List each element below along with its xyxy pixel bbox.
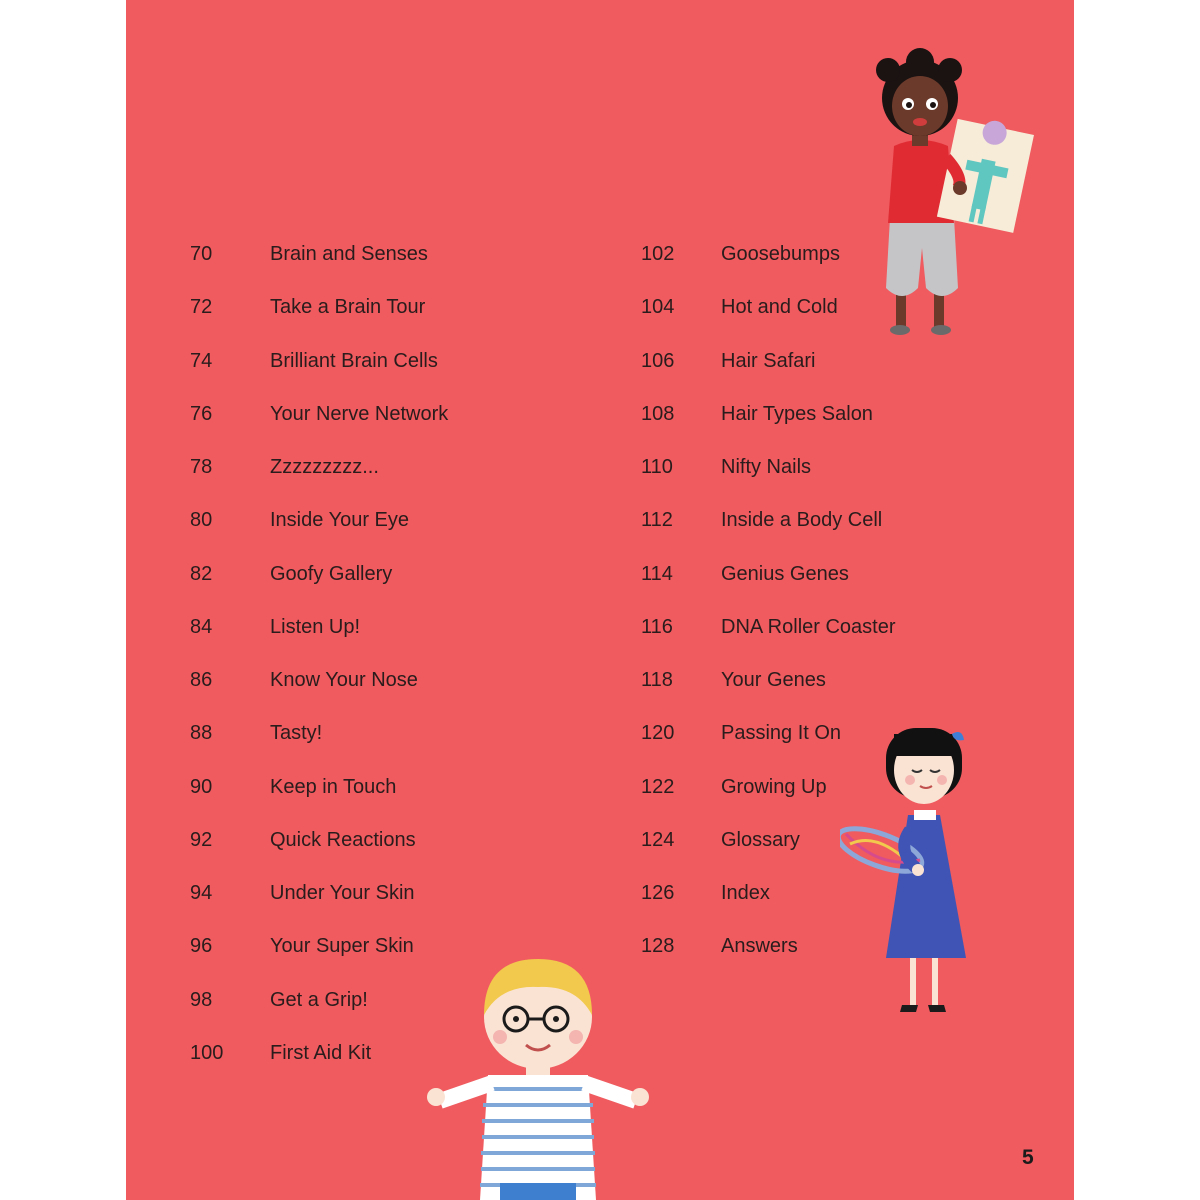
toc-page-number: 118 xyxy=(641,669,673,691)
toc-entry-title: Glossary xyxy=(721,828,800,851)
girl-holding-body-chart-illustration xyxy=(876,48,1034,335)
toc-entry: 108 Hair Types Salon xyxy=(641,398,896,451)
toc-entry-title: Know Your Nose xyxy=(270,669,418,691)
toc-entry: 110 Nifty Nails xyxy=(641,451,896,504)
toc-entry: 96 Your Super Skin xyxy=(190,930,448,983)
toc-page-number: 104 xyxy=(641,296,675,319)
toc-page-number: 106 xyxy=(641,349,675,372)
toc-entry: 84 Listen Up! xyxy=(190,611,448,664)
toc-entry-title: Hot and Cold xyxy=(721,296,838,319)
toc-page-number: 86 xyxy=(190,669,213,691)
toc-entry-title: Passing It On xyxy=(721,722,842,745)
toc-entry: 70 Brain and Senses xyxy=(190,238,448,291)
toc-entry-title: Keep in Touch xyxy=(270,775,397,798)
toc-entry-title: Genius Genes xyxy=(721,562,849,585)
toc-entry-title: Goosebumps xyxy=(721,243,840,265)
toc-entry-title: Your Super Skin xyxy=(270,935,414,958)
toc-page-number: 112 xyxy=(641,509,673,532)
toc-entry-title: Your Nerve Network xyxy=(270,402,449,425)
toc-entry-title: Quick Reactions xyxy=(270,828,416,851)
toc-entry-title: Hair Types Salon xyxy=(721,402,873,425)
toc-entry: 126 Index xyxy=(641,877,896,930)
toc-entry-title: Your Genes xyxy=(721,669,826,691)
toc-page-number: 72 xyxy=(190,296,213,319)
toc-left-column: 70 Brain and Senses 72 Take a Brain Tour 74 B… xyxy=(190,238,448,1090)
toc-entry-title: Brilliant Brain Cells xyxy=(270,349,438,372)
toc-entry-title: Zzzzzzzzz... xyxy=(270,456,379,478)
toc-entry-title: Nifty Nails xyxy=(721,456,812,478)
toc-entry: 106 Hair Safari xyxy=(641,345,896,398)
toc-entry-title: Under Your Skin xyxy=(270,882,415,904)
toc-page-number: 100 xyxy=(190,1041,224,1064)
toc-entry-title: Take a Brain Tour xyxy=(270,296,426,319)
toc-entry-title: Hair Safari xyxy=(721,349,816,372)
toc-page-number: 110 xyxy=(641,456,673,478)
page-number: 5 xyxy=(1022,1146,1034,1169)
toc-page-number: 92 xyxy=(190,828,213,851)
toc-page-number: 120 xyxy=(641,722,675,745)
toc-page-number: 116 xyxy=(641,615,673,638)
toc-entry: 82 Goofy Gallery xyxy=(190,558,448,611)
toc-entry: 122 Growing Up xyxy=(641,771,896,824)
toc-page-number: 128 xyxy=(641,935,675,958)
toc-entry: 76 Your Nerve Network xyxy=(190,398,448,451)
toc-entry-title: Answers xyxy=(721,935,798,958)
toc-page-number: 124 xyxy=(641,828,675,851)
toc-page-number: 108 xyxy=(641,402,675,425)
toc-entry-title: Inside Your Eye xyxy=(270,509,409,532)
toc-entry: 114 Genius Genes xyxy=(641,558,896,611)
toc-entry-title: Brain and Senses xyxy=(270,243,428,265)
toc-entry: 90 Keep in Touch xyxy=(190,771,448,824)
toc-entry: 104 Hot and Cold xyxy=(641,291,896,344)
toc-entry-title: Index xyxy=(721,882,770,904)
toc-page-number: 114 xyxy=(641,562,673,585)
toc-page-number: 88 xyxy=(190,722,213,745)
toc-entry: 78 Zzzzzzzzz... xyxy=(190,451,448,504)
toc-page-number: 70 xyxy=(190,243,213,265)
toc-entry: 120 Passing It On xyxy=(641,717,896,770)
book-page: 70 Brain and Senses 72 Take a Brain Tour 74 B… xyxy=(126,0,1074,1200)
toc-page-number: 76 xyxy=(190,402,213,425)
toc-entry-title: DNA Roller Coaster xyxy=(721,615,896,638)
toc-entry: 94 Under Your Skin xyxy=(190,877,448,930)
toc-page-number: 90 xyxy=(190,775,213,798)
toc-entry: 128 Answers xyxy=(641,930,896,983)
toc-entry: 124 Glossary xyxy=(641,824,896,877)
toc-entry-title: Goofy Gallery xyxy=(270,562,393,585)
toc-entry: 118 Your Genes xyxy=(641,664,896,717)
toc-entry-title: Get a Grip! xyxy=(270,988,368,1011)
toc-entry: 100 First Aid Kit xyxy=(190,1037,448,1090)
toc-entry-title: First Aid Kit xyxy=(270,1041,372,1064)
toc-entry: 88 Tasty! xyxy=(190,717,448,770)
toc-entry: 116 DNA Roller Coaster xyxy=(641,611,896,664)
toc-entry-title: Inside a Body Cell xyxy=(721,509,883,532)
toc-right-column: 102 Goosebumps 104 Hot and Cold 106 Hair Safa… xyxy=(641,238,896,984)
toc-entry: 98 Get a Grip! xyxy=(190,984,448,1037)
toc-page-number: 84 xyxy=(190,615,213,638)
toc-entry: 102 Goosebumps xyxy=(641,238,896,291)
toc-page-number: 94 xyxy=(190,882,213,904)
boy-with-glasses-illustration xyxy=(427,959,649,1200)
toc-page-number: 78 xyxy=(190,456,213,478)
toc-entry: 86 Know Your Nose xyxy=(190,664,448,717)
toc-page-number: 82 xyxy=(190,562,213,585)
toc-entry: 72 Take a Brain Tour xyxy=(190,291,448,344)
toc-entry: 112 Inside a Body Cell xyxy=(641,504,896,557)
toc-page-number: 122 xyxy=(641,775,675,798)
toc-page-number: 126 xyxy=(641,882,675,904)
toc-page-number: 102 xyxy=(641,243,675,265)
toc-entry: 92 Quick Reactions xyxy=(190,824,448,877)
toc-page-number: 96 xyxy=(190,935,213,958)
toc-entry: 74 Brilliant Brain Cells xyxy=(190,345,448,398)
girl-holding-dna-illustration xyxy=(840,728,966,1012)
toc-page-number: 80 xyxy=(190,509,213,532)
toc-page-number: 98 xyxy=(190,988,213,1011)
toc-entry-title: Tasty! xyxy=(270,722,323,745)
toc-entry-title: Listen Up! xyxy=(270,615,361,638)
toc-entry-title: Growing Up xyxy=(721,775,827,798)
toc-page-number: 74 xyxy=(190,349,213,372)
toc-entry: 80 Inside Your Eye xyxy=(190,504,448,557)
